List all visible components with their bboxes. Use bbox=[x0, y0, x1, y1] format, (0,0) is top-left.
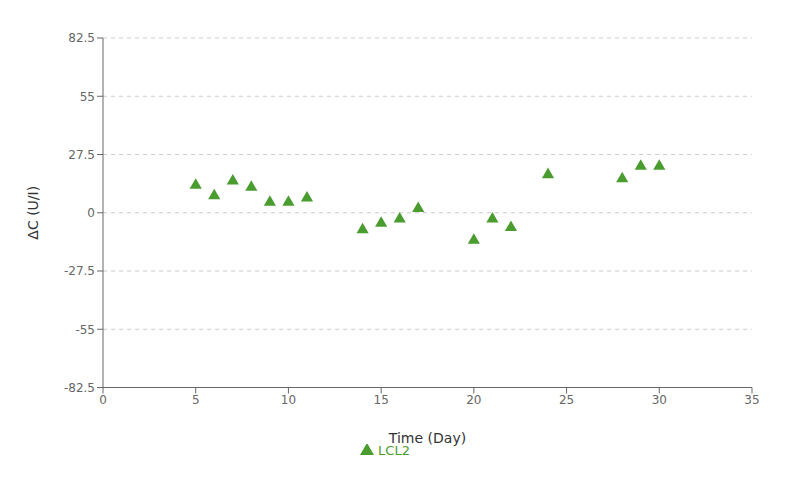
html-text:LCL2: LCL2 bbox=[378, 442, 410, 458]
svg-text:-82.5: -82.5 bbox=[64, 381, 95, 395]
svg-text:20: 20 bbox=[466, 393, 481, 407]
svg-text:0: 0 bbox=[99, 393, 107, 407]
svg-text:10: 10 bbox=[281, 393, 296, 407]
svg-text:55: 55 bbox=[80, 90, 95, 104]
svg-text:25: 25 bbox=[559, 393, 574, 407]
svg-text:-55: -55 bbox=[75, 323, 95, 337]
svg-text:0: 0 bbox=[87, 206, 95, 220]
svg-text:35: 35 bbox=[744, 393, 759, 407]
svg-text:82.5: 82.5 bbox=[68, 31, 95, 45]
svg-text:ΔC (U/I): ΔC (U/I) bbox=[25, 186, 41, 240]
svg-text:Time (Day): Time (Day) bbox=[388, 430, 466, 446]
svg-text:15: 15 bbox=[374, 393, 389, 407]
svg-text:30: 30 bbox=[652, 393, 667, 407]
svg-text:5: 5 bbox=[192, 393, 200, 407]
svg-text:27.5: 27.5 bbox=[68, 148, 95, 162]
svg-text:-27.5: -27.5 bbox=[64, 264, 95, 278]
